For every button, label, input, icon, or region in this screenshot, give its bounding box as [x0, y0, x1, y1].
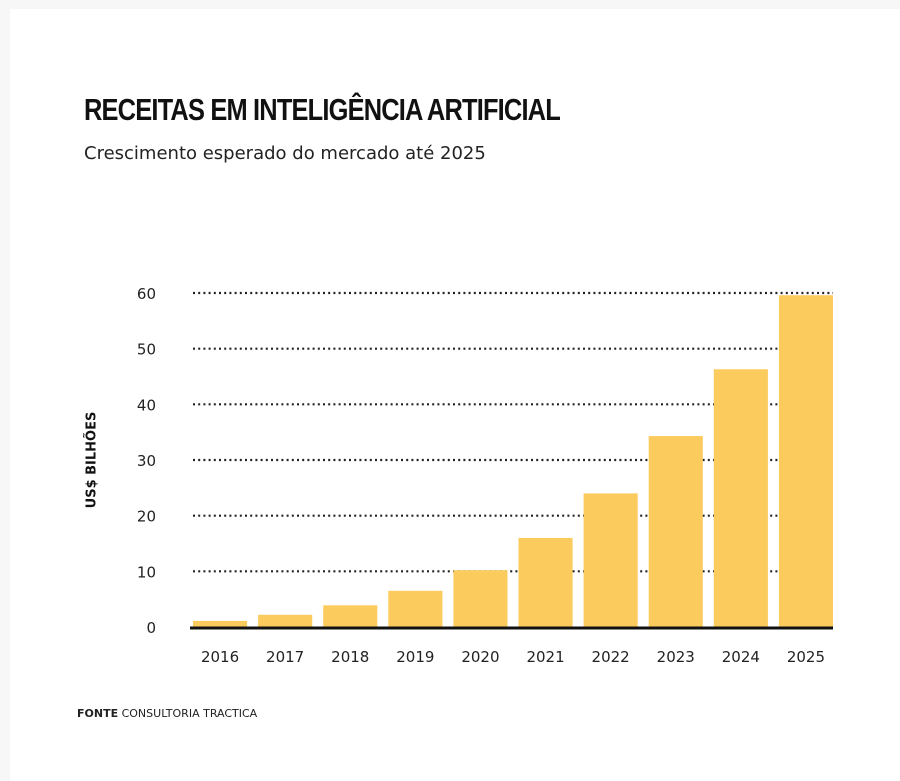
bar-2017 [258, 614, 313, 627]
bar-2016 [193, 620, 248, 627]
y-tick-label: 20 [137, 508, 156, 526]
bar-2020 [453, 570, 508, 627]
y-tick-label: 60 [137, 285, 156, 303]
x-tick-label: 2024 [722, 648, 760, 666]
bar-2024 [713, 369, 768, 627]
x-tick-label: 2023 [657, 648, 695, 666]
y-tick-label: 30 [137, 452, 156, 470]
bar-2022 [583, 493, 638, 627]
bar-2023 [648, 436, 703, 627]
y-tick-label: 0 [146, 619, 156, 637]
x-tick-label: 2018 [331, 648, 369, 666]
y-tick-label: 40 [137, 396, 156, 414]
x-tick-label: 2022 [592, 648, 630, 666]
source-label: FONTE [77, 707, 119, 720]
x-tick-label: 2025 [787, 648, 825, 666]
bar-2018 [323, 605, 378, 627]
bar-2019 [388, 590, 443, 627]
x-tick-label: 2021 [526, 648, 564, 666]
source-note: FONTE CONSULTORIA TRACTICA [77, 707, 257, 720]
source-text: CONSULTORIA TRACTICA [121, 707, 258, 720]
chart-subtitle: Crescimento esperado do mercado até 2025 [84, 143, 486, 164]
bar-2025 [778, 295, 833, 627]
chart-title: RECEITAS EM INTELIGÊNCIA ARTIFICIAL [84, 92, 561, 127]
bar-2021 [518, 537, 573, 627]
x-tick-label: 2016 [201, 648, 239, 666]
x-tick-label: 2020 [461, 648, 499, 666]
x-tick-label: 2017 [266, 648, 304, 666]
x-tick-label: 2019 [396, 648, 434, 666]
y-tick-label: 50 [137, 341, 156, 359]
y-tick-label: 10 [137, 563, 156, 581]
